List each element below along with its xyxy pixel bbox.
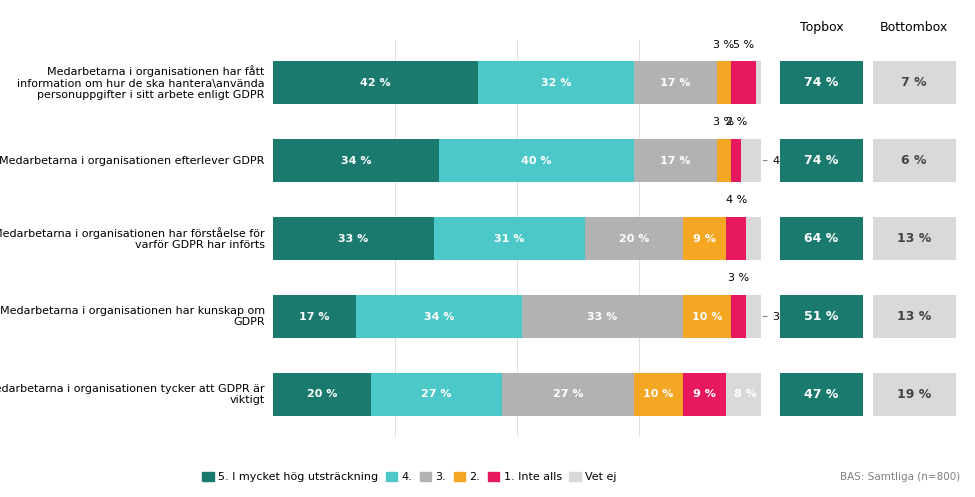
Bar [780, 139, 863, 182]
Bar [731, 139, 741, 182]
Bar [756, 61, 765, 104]
Bar [273, 61, 478, 104]
Bar [746, 295, 760, 338]
Text: 31 %: 31 % [494, 234, 525, 244]
Text: 4 %: 4 % [763, 156, 794, 166]
Bar [717, 139, 731, 182]
Text: BAS: Samtliga (n=800): BAS: Samtliga (n=800) [840, 472, 960, 482]
Text: 9 %: 9 % [693, 390, 716, 400]
Text: 4 %: 4 % [0, 496, 1, 497]
Text: 74 %: 74 % [804, 76, 838, 89]
Bar [780, 373, 863, 416]
Text: 34 %: 34 % [423, 312, 454, 322]
Text: 4 %: 4 % [725, 195, 747, 205]
Text: 20 %: 20 % [306, 390, 337, 400]
Bar [741, 139, 760, 182]
Text: 13 %: 13 % [897, 310, 931, 323]
Text: 13 %: 13 % [897, 232, 931, 245]
Text: 2 %: 2 % [725, 117, 747, 127]
Text: 17 %: 17 % [660, 156, 690, 166]
Text: 3 %: 3 % [714, 39, 734, 50]
Bar [873, 295, 956, 338]
Text: 3 %: 3 % [714, 117, 734, 127]
Bar [717, 61, 731, 104]
Text: 27 %: 27 % [421, 390, 451, 400]
Text: 3 %: 3 % [763, 312, 794, 322]
Bar [585, 217, 682, 260]
Text: 3 %: 3 % [728, 273, 749, 283]
Bar [273, 139, 439, 182]
Text: 5 %: 5 % [733, 39, 754, 50]
Text: 64 %: 64 % [804, 232, 838, 245]
Bar [726, 373, 765, 416]
Bar [502, 373, 634, 416]
Text: 8 %: 8 % [734, 390, 758, 400]
Bar [682, 295, 731, 338]
Bar [873, 217, 956, 260]
Text: 32 %: 32 % [540, 78, 571, 87]
Bar [780, 295, 863, 338]
Text: 7 %: 7 % [901, 76, 927, 89]
Title: Topbox: Topbox [800, 21, 843, 34]
Text: 33 %: 33 % [338, 234, 369, 244]
Bar [439, 139, 634, 182]
Text: 10 %: 10 % [643, 390, 674, 400]
Text: 42 %: 42 % [360, 78, 391, 87]
Title: Bottombox: Bottombox [879, 21, 948, 34]
Text: 33 %: 33 % [587, 312, 617, 322]
Text: 2 %: 2 % [0, 496, 1, 497]
Bar [873, 139, 956, 182]
Legend: 5. I mycket hög utsträckning, 4., 3., 2., 1. Inte alls, Vet ej: 5. I mycket hög utsträckning, 4., 3., 2.… [198, 467, 621, 487]
Text: 10 %: 10 % [691, 312, 722, 322]
Bar [682, 217, 726, 260]
Bar [273, 295, 356, 338]
Bar [273, 373, 370, 416]
Bar [873, 61, 956, 104]
Bar [873, 373, 956, 416]
Text: 74 %: 74 % [804, 154, 838, 167]
Bar [726, 217, 746, 260]
Text: 40 %: 40 % [521, 156, 552, 166]
Bar [370, 373, 502, 416]
Bar [634, 139, 717, 182]
Text: 9 %: 9 % [693, 234, 716, 244]
Bar [356, 295, 522, 338]
Text: 6 %: 6 % [901, 154, 927, 167]
Bar [634, 61, 717, 104]
Text: 19 %: 19 % [897, 388, 931, 401]
Bar [634, 373, 682, 416]
Bar [522, 295, 682, 338]
Text: 17 %: 17 % [299, 312, 330, 322]
Bar [478, 61, 634, 104]
Text: 20 %: 20 % [618, 234, 649, 244]
Bar [731, 61, 756, 104]
Bar [780, 217, 863, 260]
Text: 51 %: 51 % [804, 310, 838, 323]
Bar [682, 373, 726, 416]
Bar [780, 61, 863, 104]
Text: 17 %: 17 % [660, 78, 690, 87]
Bar [731, 295, 746, 338]
Bar [273, 217, 434, 260]
Bar [434, 217, 585, 260]
Text: 34 %: 34 % [340, 156, 371, 166]
Text: 47 %: 47 % [804, 388, 838, 401]
Bar [746, 217, 765, 260]
Text: 27 %: 27 % [553, 390, 583, 400]
